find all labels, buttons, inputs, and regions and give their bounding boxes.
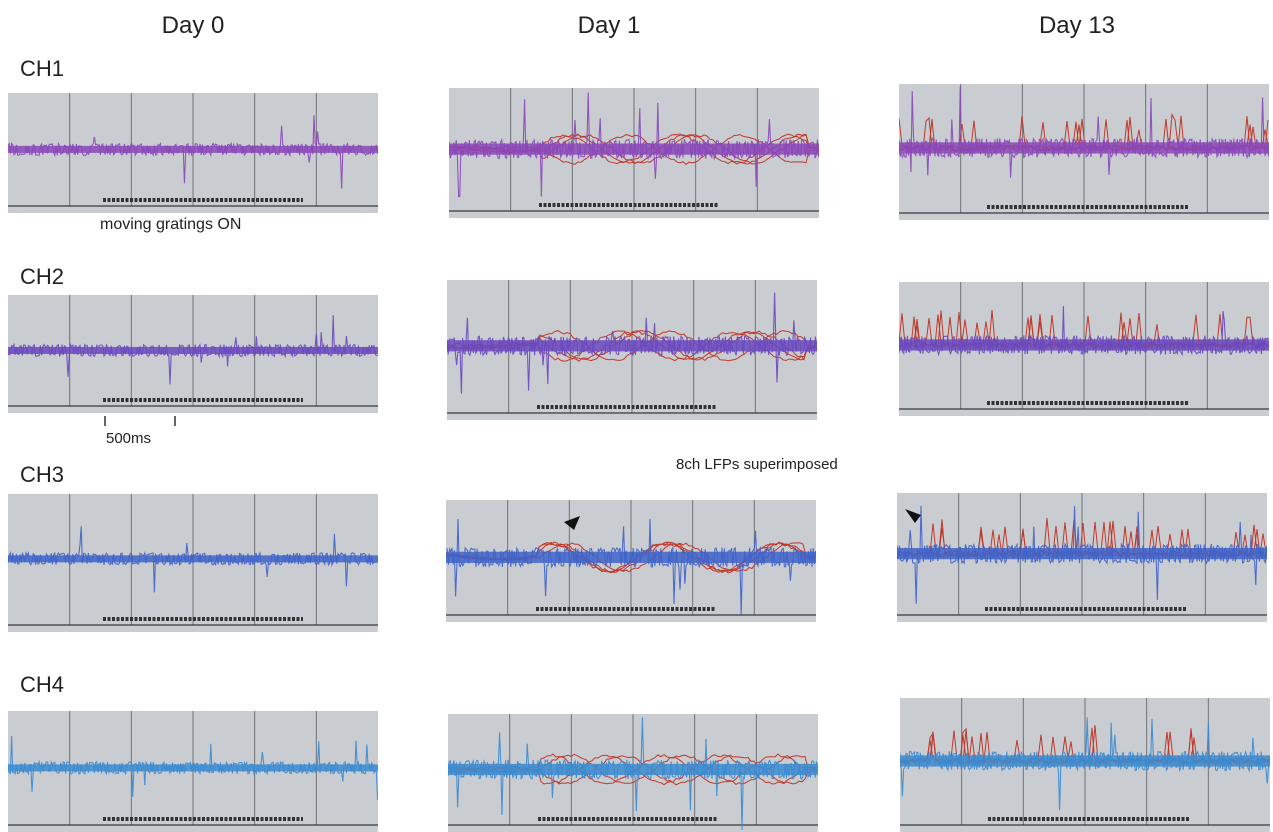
trace-panel-ch2-day1 [447,280,817,420]
trace-plot [8,711,378,826]
trace-plot [899,84,1269,214]
trace-panel-ch4-day1 [448,714,818,832]
trace-panel-ch4-day0 [8,711,378,832]
trace-plot [449,88,819,212]
trace-panel-ch2-day13 [899,282,1269,416]
trace-plot [899,282,1269,410]
trace-plot [8,494,378,626]
scale-bar-label: 500ms [106,430,152,447]
trace-panel-ch1-day1 [449,88,819,218]
day-1-title: Day 1 [577,12,641,39]
channel-label-ch4: CH4 [20,672,65,697]
trace-plot [447,280,817,414]
trace-panel-ch3-day0 [8,494,378,632]
trace-panel-ch3-day1 [446,500,816,622]
trace-plot [900,698,1270,826]
arrowhead-icon [905,509,921,523]
trace-plot [8,93,378,207]
trace-plot [446,500,816,616]
trace-panel-ch1-day13 [899,84,1269,220]
trace-panel-ch3-day13 [897,493,1267,622]
scale-bar [104,416,176,426]
trace-panel-ch1-day0 [8,93,378,213]
day-0-title: Day 0 [161,12,225,39]
day-13-title: Day 13 [1038,12,1116,39]
trace-panel-ch4-day13 [900,698,1270,832]
channel-label-ch3: CH3 [20,462,65,487]
channel-label-ch1: CH1 [20,56,65,81]
stimulus-label: moving gratings ON [100,216,242,233]
trace-panel-ch2-day0 [8,295,378,413]
trace-plot [8,295,378,407]
channel-label-ch2: CH2 [20,264,65,289]
arrowhead-icon [564,516,580,530]
trace-plot [897,493,1267,616]
overlay-note: 8ch LFPs superimposed [676,456,838,473]
trace-plot [448,714,818,831]
